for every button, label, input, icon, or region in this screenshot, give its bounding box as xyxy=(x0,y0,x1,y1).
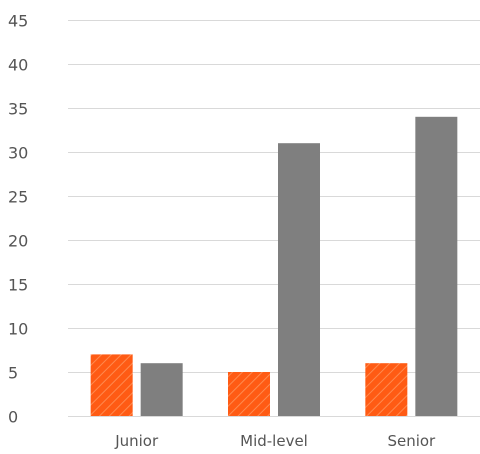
x-category-label: Mid-level xyxy=(240,432,308,450)
y-tick-label: 35 xyxy=(8,100,28,119)
y-tick-label: 0 xyxy=(8,408,18,427)
y-tick-label: 30 xyxy=(8,144,28,163)
bar-series2-senior xyxy=(415,116,458,417)
bar-series1-junior xyxy=(90,354,133,416)
bar-series2-mid-level xyxy=(278,143,320,416)
y-tick-label: 5 xyxy=(8,364,18,383)
y-tick-label: 10 xyxy=(8,320,28,339)
x-axis-category-labels: Junior Mid-level Senior xyxy=(114,432,436,450)
bar-series1-mid-level xyxy=(228,372,270,416)
x-category-label: Junior xyxy=(114,432,159,450)
bars xyxy=(90,116,458,417)
y-tick-label: 40 xyxy=(8,56,28,75)
gridlines xyxy=(68,20,480,417)
x-category-label: Senior xyxy=(387,432,436,450)
y-tick-label: 25 xyxy=(8,188,28,207)
y-axis-tick-labels: 0 5 10 15 20 25 30 35 40 45 xyxy=(8,12,28,427)
bar-series2-junior xyxy=(140,363,183,416)
y-tick-label: 20 xyxy=(8,232,28,251)
y-tick-label: 15 xyxy=(8,276,28,295)
y-tick-label: 45 xyxy=(8,12,28,31)
bar-series1-senior xyxy=(365,363,408,416)
